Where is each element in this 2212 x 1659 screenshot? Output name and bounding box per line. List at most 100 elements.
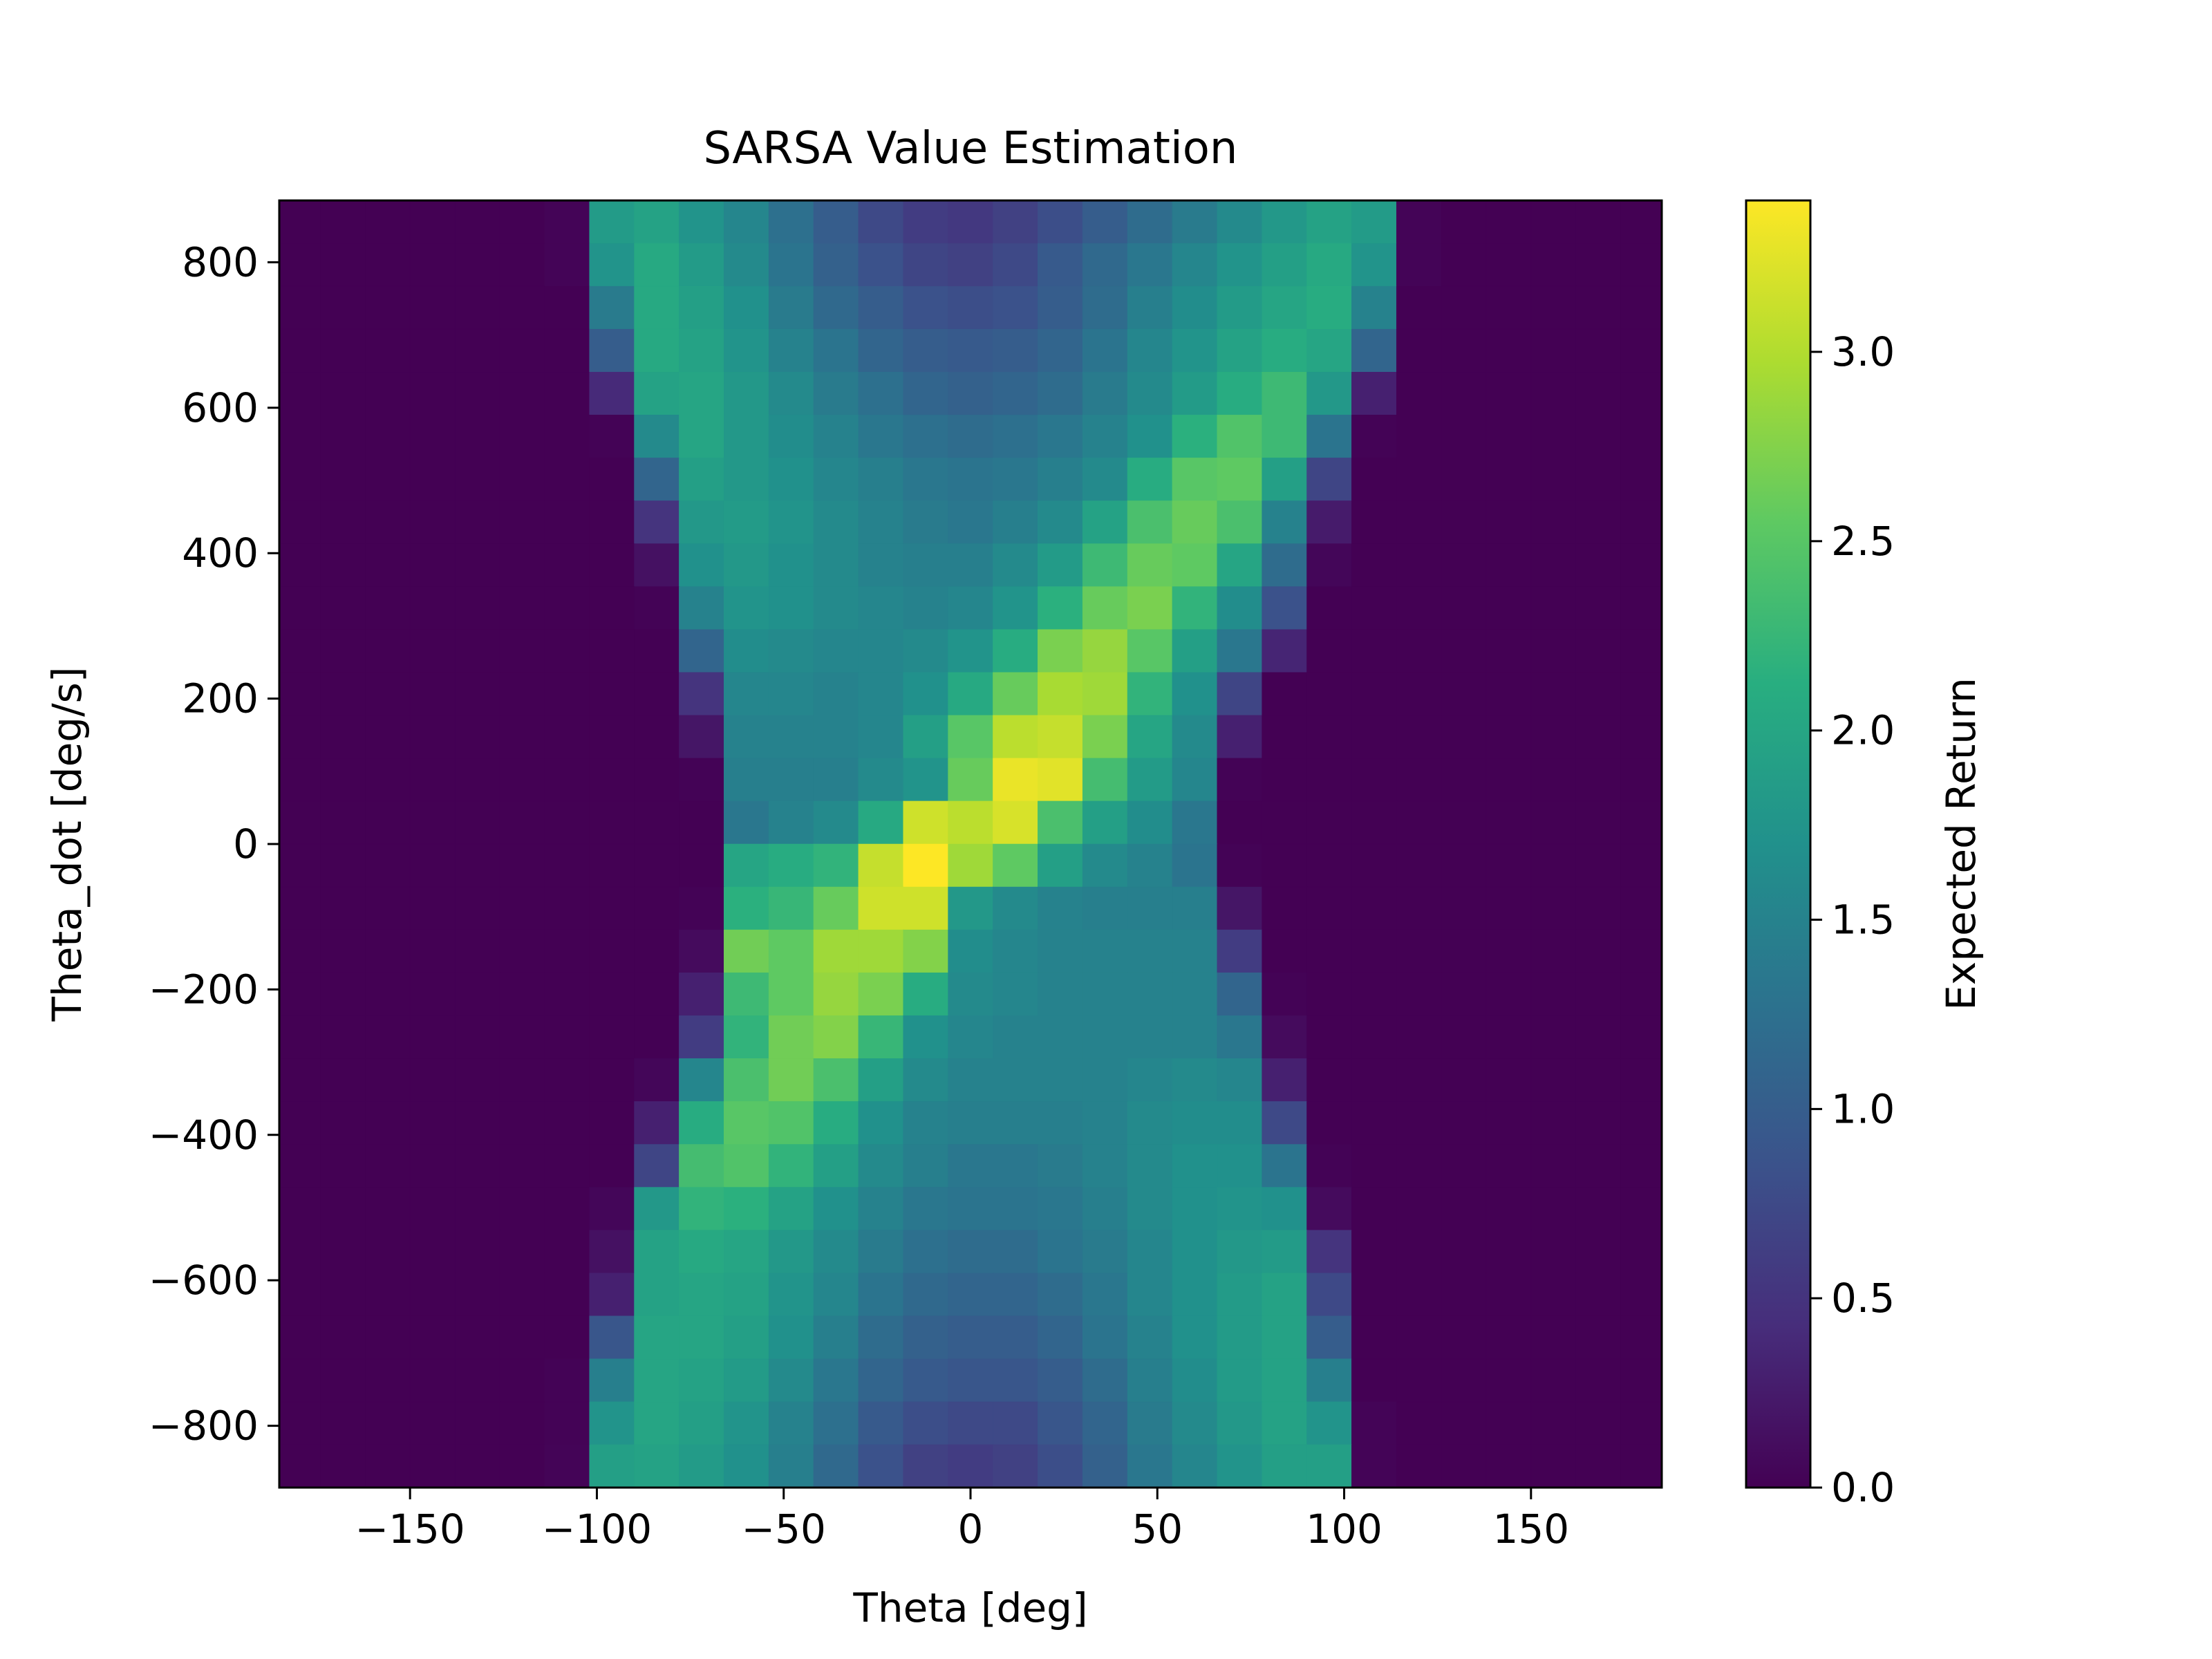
- heatmap-cell: [454, 843, 500, 888]
- heatmap-cell: [589, 929, 635, 974]
- heatmap-cell: [1441, 543, 1487, 588]
- heatmap-cell: [499, 285, 545, 330]
- heatmap-cell: [634, 1315, 680, 1360]
- heatmap-cell: [1127, 200, 1173, 244]
- heatmap-cell: [1351, 1101, 1398, 1145]
- heatmap-cell: [544, 458, 590, 502]
- heatmap-cell: [903, 1401, 949, 1445]
- heatmap-cell: [409, 458, 456, 502]
- heatmap-cell: [1620, 1015, 1662, 1060]
- heatmap-cell: [1306, 800, 1353, 845]
- heatmap-cell: [365, 1144, 411, 1188]
- heatmap-cell: [634, 672, 680, 716]
- heatmap-cell: [903, 1144, 949, 1188]
- heatmap-cell: [1530, 458, 1577, 502]
- heatmap-cell: [499, 800, 545, 845]
- heatmap-cell: [1485, 1444, 1532, 1488]
- heatmap-cell: [723, 758, 769, 802]
- y-tick-label: 200: [182, 675, 259, 722]
- heatmap-cell: [723, 1058, 769, 1103]
- heatmap-cell: [1217, 200, 1263, 244]
- heatmap-cell: [858, 800, 904, 845]
- heatmap-cell: [279, 328, 321, 373]
- heatmap-cell: [1306, 1273, 1353, 1317]
- colorbar-tick-label: 2.5: [1831, 518, 1895, 565]
- heatmap-cell: [1038, 458, 1084, 502]
- heatmap-cell: [1351, 543, 1398, 588]
- x-tick-label: −50: [742, 1506, 826, 1553]
- heatmap-cell: [279, 972, 321, 1017]
- heatmap-cell: [1262, 972, 1308, 1017]
- heatmap-cell: [1262, 1358, 1308, 1403]
- heatmap-cell: [1306, 1058, 1353, 1103]
- heatmap-cell: [1306, 672, 1353, 716]
- y-tick-label: 600: [182, 384, 259, 431]
- heatmap-cell: [813, 1187, 859, 1231]
- heatmap-cell: [1575, 243, 1622, 287]
- heatmap-cell: [499, 1315, 545, 1360]
- heatmap-cell: [1217, 1315, 1263, 1360]
- heatmap-cell: [903, 1101, 949, 1145]
- heatmap-cell: [1530, 929, 1577, 974]
- heatmap-cell: [858, 1058, 904, 1103]
- heatmap-cell: [813, 800, 859, 845]
- heatmap-cell: [858, 672, 904, 716]
- heatmap-cell: [365, 929, 411, 974]
- heatmap-cell: [1396, 1058, 1442, 1103]
- heatmap-cell: [679, 586, 725, 630]
- heatmap-cell: [1217, 800, 1263, 845]
- heatmap-cell: [723, 586, 769, 630]
- heatmap-cell: [1351, 972, 1398, 1017]
- heatmap-cell: [544, 1444, 590, 1488]
- heatmap-cell: [1082, 1401, 1128, 1445]
- heatmap-cell: [544, 1058, 590, 1103]
- heatmap-cell: [499, 715, 545, 759]
- heatmap-cell: [903, 629, 949, 673]
- heatmap-cell: [1530, 1144, 1577, 1188]
- heatmap-cell: [634, 1230, 680, 1274]
- heatmap-cell: [1485, 1058, 1532, 1103]
- heatmap-cell: [544, 800, 590, 845]
- heatmap-cell: [1217, 843, 1263, 888]
- heatmap-cell: [993, 800, 1039, 845]
- heatmap-cell: [320, 715, 366, 759]
- heatmap-cell: [1082, 328, 1128, 373]
- heatmap-cell: [409, 243, 456, 287]
- heatmap-cell: [279, 500, 321, 545]
- heatmap-cell: [1575, 1187, 1622, 1231]
- heatmap-cell: [1217, 586, 1263, 630]
- heatmap-cell: [544, 328, 590, 373]
- heatmap-cell: [948, 243, 994, 287]
- heatmap-cell: [1575, 458, 1622, 502]
- heatmap-cell: [723, 1444, 769, 1488]
- heatmap-cell: [365, 1444, 411, 1488]
- heatmap-cell: [813, 672, 859, 716]
- heatmap-cell: [589, 285, 635, 330]
- heatmap-cell: [948, 972, 994, 1017]
- heatmap-cell: [679, 1230, 725, 1274]
- heatmap-cell: [1262, 1401, 1308, 1445]
- heatmap-cell: [1038, 243, 1084, 287]
- heatmap-cell: [1217, 1358, 1263, 1403]
- x-tick-label: 150: [1492, 1506, 1569, 1553]
- heatmap-cell: [499, 200, 545, 244]
- heatmap-cell: [903, 1187, 949, 1231]
- heatmap-cell: [454, 629, 500, 673]
- heatmap-cell: [1485, 972, 1532, 1017]
- heatmap-cell: [1351, 672, 1398, 716]
- heatmap-cell: [723, 372, 769, 416]
- heatmap-cell: [768, 458, 814, 502]
- heatmap-cell: [544, 1015, 590, 1060]
- heatmap-cell: [1530, 758, 1577, 802]
- heatmap-cell: [1351, 1401, 1398, 1445]
- heatmap-cell: [365, 1058, 411, 1103]
- heatmap-cell: [279, 1358, 321, 1403]
- heatmap-cell: [1082, 972, 1128, 1017]
- heatmap-cell: [454, 1058, 500, 1103]
- heatmap-cell: [499, 1058, 545, 1103]
- heatmap-cell: [723, 1187, 769, 1231]
- heatmap-cell: [589, 800, 635, 845]
- heatmap-cell: [1351, 243, 1398, 287]
- heatmap-cell: [454, 372, 500, 416]
- heatmap-cell: [948, 672, 994, 716]
